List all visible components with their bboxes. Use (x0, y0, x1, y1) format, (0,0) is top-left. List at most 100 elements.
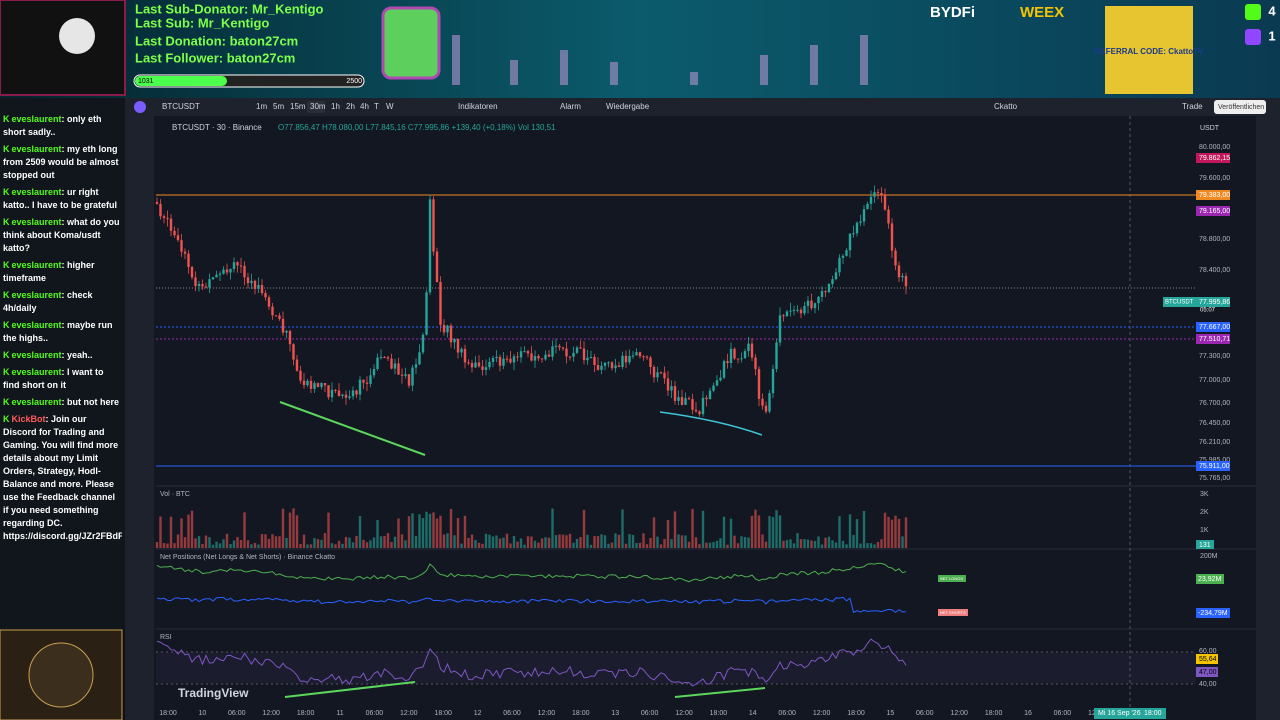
replay-button[interactable]: Wiedergabe (606, 102, 650, 111)
candle-body (565, 348, 568, 357)
chat-user[interactable]: eveslaurent (11, 397, 62, 407)
candle-body (600, 365, 603, 370)
candle-body (274, 315, 278, 317)
interval[interactable]: 5m (273, 102, 284, 111)
volume-bar (327, 512, 330, 548)
candle-body (470, 363, 474, 368)
volume-bar (614, 533, 617, 548)
indicators-button[interactable]: Indikatoren (458, 102, 498, 111)
rsi-title: RSI (160, 634, 172, 641)
symbol[interactable]: BTCUSDT (162, 102, 200, 111)
price-label: 77.510,71 (1199, 336, 1230, 343)
time-label: 11 (336, 710, 343, 717)
volume-bar (173, 543, 176, 548)
candle-body (323, 382, 327, 386)
time-label: 06:00 (641, 710, 659, 717)
candle-body (624, 355, 628, 363)
candle-body (743, 351, 747, 359)
candle-body (414, 364, 418, 368)
chat-user[interactable]: eveslaurent (11, 320, 62, 330)
volume-bar (477, 542, 481, 548)
kick-badge: K (3, 414, 10, 424)
chat-user[interactable]: eveslaurent (11, 367, 62, 377)
avatar[interactable] (134, 101, 146, 113)
candle-body (232, 262, 236, 269)
volume-bar (663, 539, 666, 548)
volume-bar (561, 534, 565, 548)
candle-body (512, 356, 516, 363)
volume-bar (470, 534, 474, 548)
volume-bar (883, 512, 887, 548)
volume-bar (568, 533, 572, 548)
volume-bar (341, 543, 344, 548)
candle-body (554, 345, 558, 347)
candle-body (180, 240, 183, 252)
volume-bar (439, 515, 442, 548)
volume-bar (358, 516, 362, 548)
interval[interactable]: W (386, 102, 394, 111)
candle-body (348, 396, 351, 398)
candle-body (327, 385, 330, 398)
publish-button-bg[interactable] (1214, 100, 1266, 114)
candle-body (330, 389, 334, 398)
interval[interactable]: 30m (310, 102, 326, 111)
volume-bar (645, 544, 649, 548)
chat-user[interactable]: eveslaurent (11, 187, 62, 197)
chat-user[interactable]: eveslaurent (11, 144, 62, 154)
interval[interactable]: 2h (346, 102, 355, 111)
publish-button[interactable]: Veröffentlichen (1218, 104, 1264, 111)
interval[interactable]: 1m (256, 102, 267, 111)
candle-body (201, 284, 204, 287)
candle-body (694, 409, 698, 412)
candle-body (197, 284, 201, 287)
candle-body (761, 398, 764, 406)
volume-bar (684, 535, 687, 548)
kick-badge: K (3, 187, 10, 197)
interval[interactable]: T (374, 102, 379, 111)
interval[interactable]: 1h (331, 102, 340, 111)
price-badge (1196, 322, 1230, 332)
volume-bar (393, 536, 397, 548)
volume-bar (218, 543, 222, 548)
interval[interactable]: 4h (360, 102, 369, 111)
chat-user[interactable]: eveslaurent (11, 290, 62, 300)
chat-user[interactable]: eveslaurent (11, 260, 62, 270)
interval-active[interactable] (307, 101, 325, 113)
price-label: 79.165,00 (1199, 208, 1230, 215)
volume-title: Vol · BTC (160, 491, 190, 498)
candle-body (603, 362, 607, 366)
layout-name[interactable]: Ckatto (994, 102, 1018, 111)
alarm-button[interactable]: Alarm (560, 102, 581, 111)
time-label: 12:00 (675, 710, 693, 717)
candle-body (894, 250, 897, 266)
volume-bar (670, 539, 673, 548)
chat-user[interactable]: eveslaurent (11, 350, 62, 360)
trade-button[interactable]: Trade (1182, 102, 1203, 111)
volume-axis-label: 2K (1200, 509, 1209, 516)
chat-user[interactable]: eveslaurent (11, 114, 62, 124)
volume-badge (1196, 540, 1214, 549)
price-label: 77.995,86 (1199, 299, 1230, 306)
volume-bar (747, 537, 750, 548)
chat-user[interactable]: eveslaurent (11, 217, 62, 227)
interval[interactable]: 15m (290, 102, 306, 111)
volume-bar (656, 536, 659, 548)
volume-bar (530, 536, 533, 548)
candle-body (505, 358, 509, 360)
volume-bar (754, 509, 757, 548)
volume-bar (607, 543, 610, 548)
volume-bar (204, 535, 208, 548)
chat-user[interactable]: KickBot (11, 414, 46, 424)
net-longs-value: 23,92M (1198, 576, 1222, 583)
candle-body (726, 361, 729, 364)
candle-body (659, 372, 663, 374)
volume-bar (166, 543, 169, 548)
candle-body (572, 352, 575, 357)
candle-body (866, 203, 869, 210)
time-label: 13 (611, 710, 619, 717)
time-label: 18:00 (159, 710, 177, 717)
crosshair-time: Mi 16 Sep '26 (1098, 710, 1141, 717)
